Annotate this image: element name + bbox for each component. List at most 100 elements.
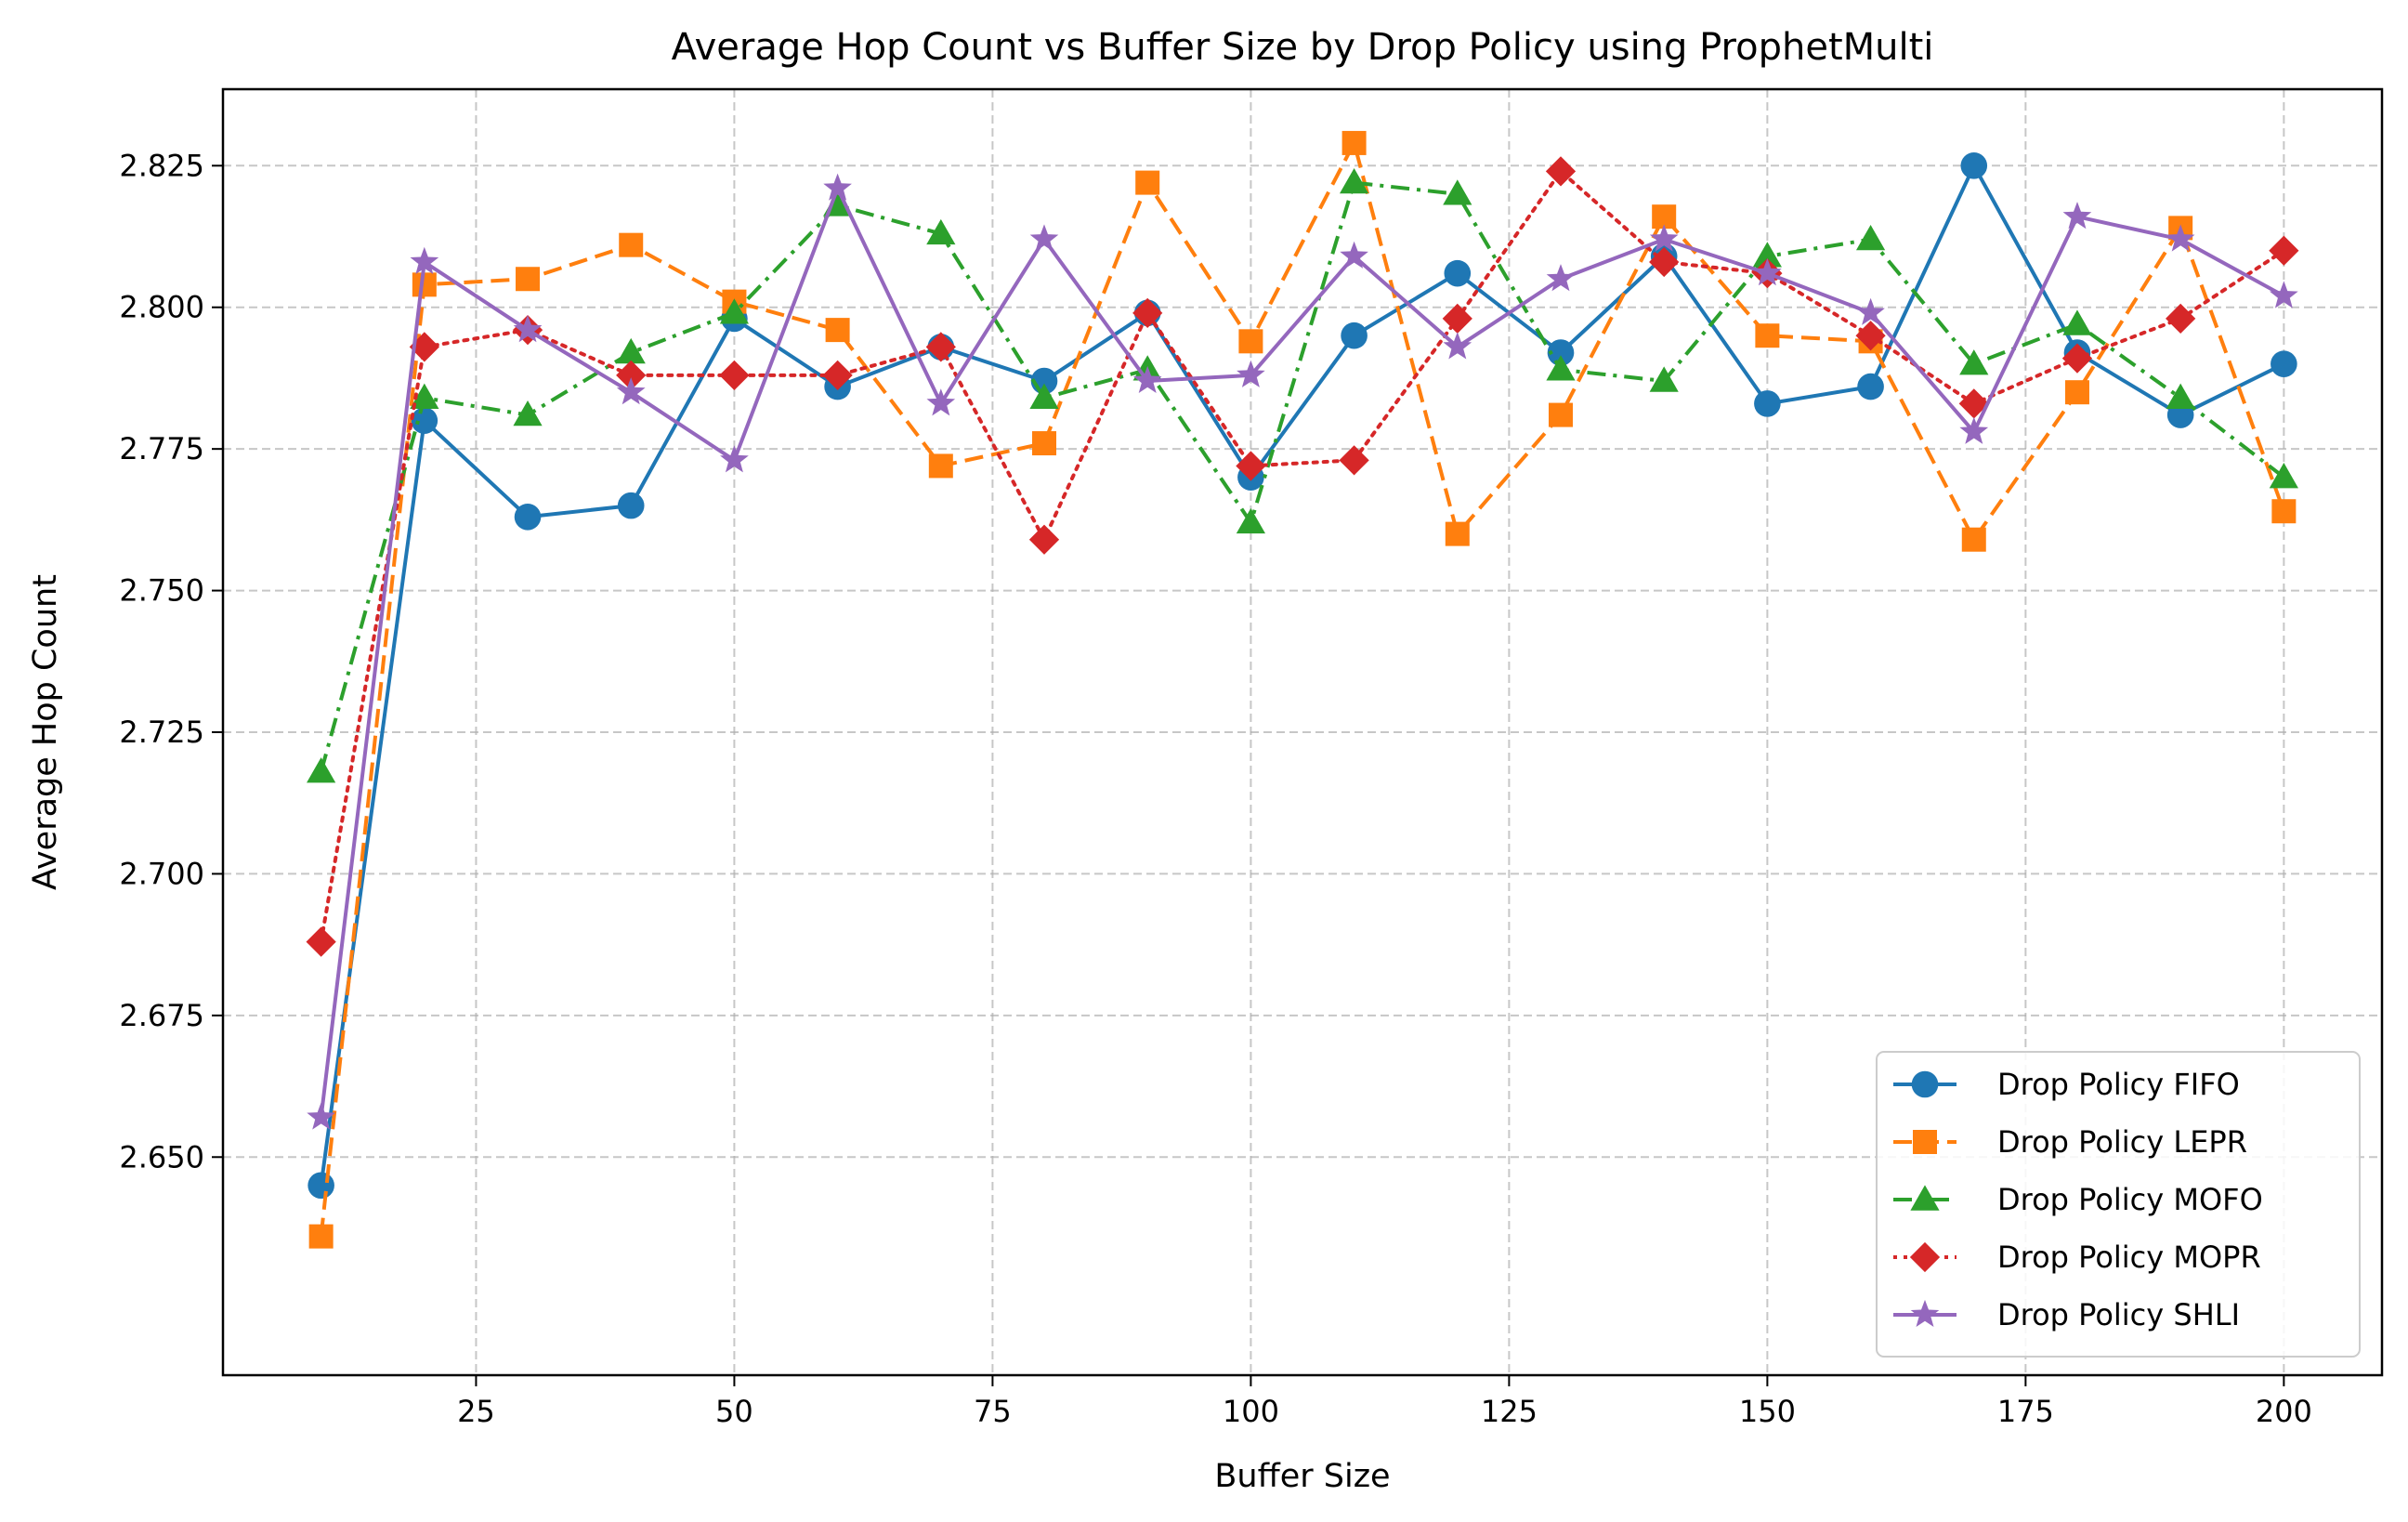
series-drop-policy-shli <box>307 173 2298 1130</box>
data-point <box>1649 246 1680 278</box>
data-point <box>307 757 336 783</box>
data-point <box>1961 527 1986 552</box>
data-point <box>1443 179 1472 205</box>
data-point <box>825 318 850 343</box>
data-point <box>1752 242 1782 268</box>
data-point <box>1029 383 1059 409</box>
series-line <box>319 180 2285 773</box>
x-tick-label: 25 <box>457 1394 495 1429</box>
data-point <box>2271 499 2297 524</box>
data-point <box>1443 332 1472 360</box>
data-point <box>719 298 750 324</box>
data-point <box>2062 309 2092 335</box>
data-point <box>1855 224 1886 251</box>
x-tick-label: 50 <box>715 1394 753 1429</box>
data-point <box>719 360 750 391</box>
data-point <box>2062 202 2092 230</box>
data-point <box>1341 130 1367 155</box>
data-point <box>516 267 541 292</box>
data-point <box>1959 349 1989 375</box>
data-point <box>2061 343 2093 374</box>
data-point <box>822 360 853 391</box>
chart-title: Average Hop Count vs Buffer Size by Drop… <box>672 26 1934 69</box>
data-point <box>2166 224 2195 252</box>
x-tick-label: 75 <box>974 1394 1012 1429</box>
data-point <box>409 332 439 362</box>
x-tick-label: 175 <box>1997 1394 2054 1429</box>
legend-label: Drop Policy MOPR <box>1997 1240 2261 1275</box>
legend: Drop Policy FIFO Drop Policy LEPR Drop Pol… <box>1876 1051 2361 1358</box>
data-point <box>616 377 646 405</box>
legend-marker <box>1910 1299 1940 1327</box>
data-point <box>308 1224 334 1249</box>
data-point <box>1341 321 1368 349</box>
y-tick-label: 2.750 <box>119 573 204 609</box>
data-point <box>1028 524 1060 555</box>
y-tick-label: 2.800 <box>119 290 204 325</box>
data-point <box>617 492 645 519</box>
data-point <box>2269 463 2298 489</box>
y-tick-label: 2.675 <box>119 998 204 1033</box>
y-axis-label: Average Hop Count <box>27 574 64 890</box>
data-point <box>1649 224 1679 252</box>
legend-label: Drop Policy MOFO <box>1997 1182 2263 1217</box>
series-line <box>319 140 2286 1237</box>
data-point <box>1238 329 1263 354</box>
data-point <box>2166 303 2196 335</box>
data-point <box>514 504 542 531</box>
legend-marker <box>1909 1241 1941 1273</box>
data-point <box>2269 235 2299 266</box>
y-tick-label: 2.650 <box>119 1139 204 1174</box>
data-point <box>720 445 749 473</box>
data-point <box>928 453 953 479</box>
data-point <box>1132 297 1163 328</box>
data-point <box>1546 355 1576 381</box>
legend-marker <box>1911 1070 1939 1098</box>
data-point <box>1339 445 1369 476</box>
y-tick-label: 2.775 <box>119 431 204 466</box>
data-point <box>1237 360 1265 387</box>
series-line <box>319 169 2286 944</box>
legend-marker <box>1913 1130 1937 1154</box>
data-point <box>1856 297 1885 325</box>
legend-label: Drop Policy LEPR <box>1997 1124 2247 1160</box>
data-point <box>1753 258 1782 286</box>
series-line <box>319 186 2285 1118</box>
data-point <box>619 232 644 257</box>
x-axis-label: Buffer Size <box>1214 1458 1390 1495</box>
data-point <box>1548 402 1573 427</box>
data-point <box>1236 451 1266 481</box>
data-point <box>616 337 646 364</box>
y-tick-label: 2.700 <box>119 856 204 891</box>
x-tick-label: 100 <box>1223 1394 1279 1429</box>
data-point <box>1547 339 1575 366</box>
data-point <box>306 926 336 957</box>
legend-box <box>1876 1051 2361 1358</box>
x-axis-ticks: 25 50 75 100 125 150 175 200 <box>457 1375 2312 1429</box>
series-line <box>319 164 2285 1187</box>
data-point <box>307 1102 335 1130</box>
legend-label: Drop Policy FIFO <box>1997 1067 2240 1102</box>
data-point <box>1340 241 1368 269</box>
y-tick-label: 2.725 <box>119 715 204 750</box>
grid-lines <box>223 89 2382 1375</box>
data-point <box>1135 170 1160 195</box>
data-point <box>1958 388 1989 419</box>
x-tick-label: 150 <box>1739 1394 1796 1429</box>
data-point <box>410 383 439 409</box>
x-tick-label: 200 <box>2256 1394 2312 1429</box>
data-point <box>513 400 543 426</box>
data-point <box>926 388 956 416</box>
data-point <box>1445 521 1470 546</box>
data-point <box>1855 321 1886 351</box>
series-group <box>306 130 2299 1249</box>
x-tick-label: 125 <box>1481 1394 1538 1429</box>
series-drop-policy-lepr <box>308 130 2297 1249</box>
data-point <box>1959 416 1989 444</box>
data-point <box>2064 380 2089 405</box>
data-point <box>1339 167 1369 194</box>
data-point <box>411 407 438 434</box>
legend-marker <box>1910 1185 1940 1211</box>
data-point <box>1444 259 1472 287</box>
